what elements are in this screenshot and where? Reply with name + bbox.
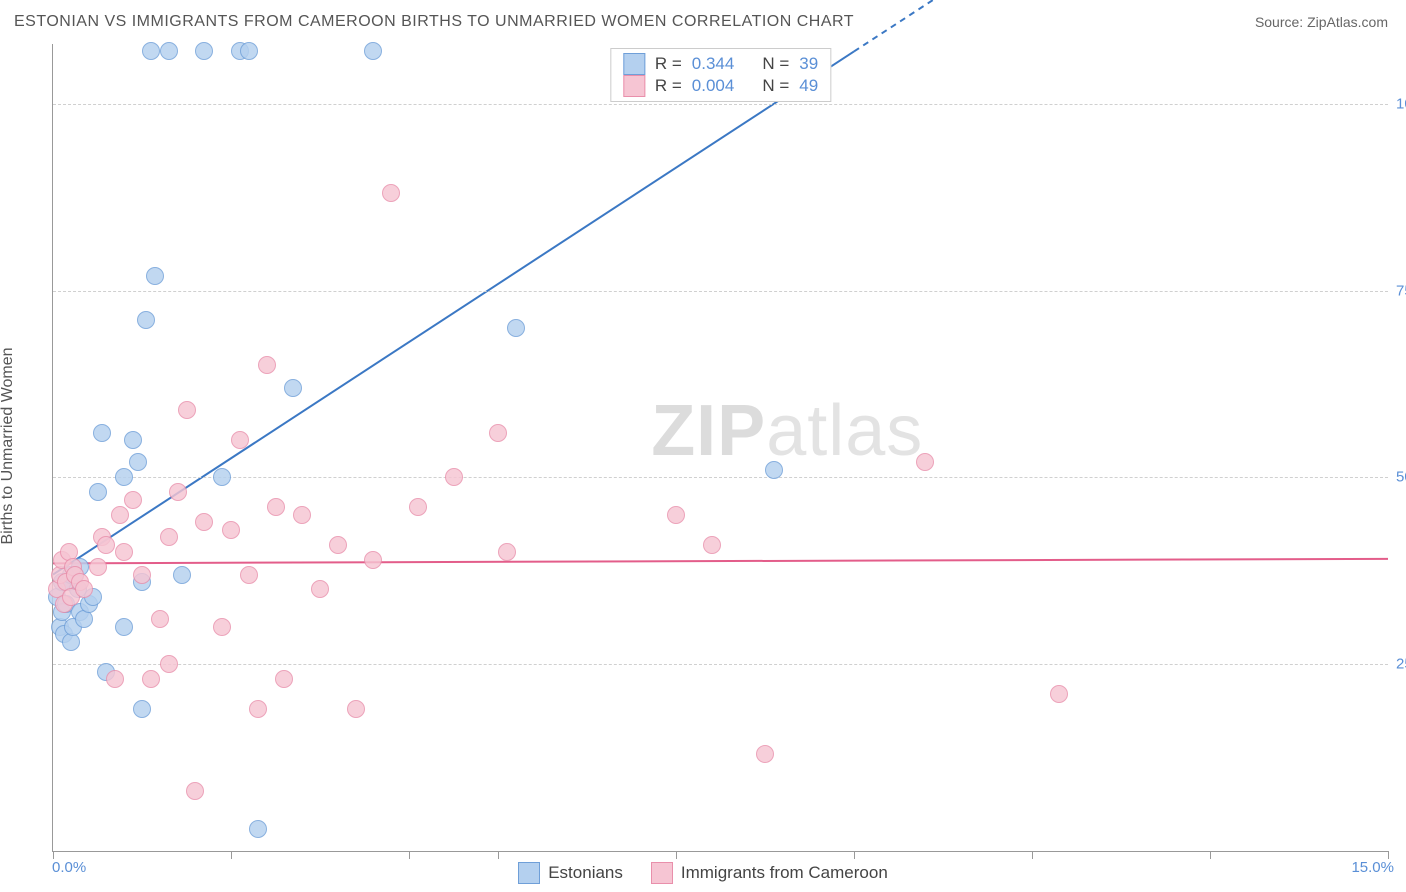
data-point-cameroon bbox=[409, 498, 427, 516]
data-point-cameroon bbox=[364, 551, 382, 569]
gridline-h bbox=[53, 664, 1388, 665]
data-point-estonians bbox=[93, 424, 111, 442]
x-tick bbox=[676, 851, 677, 859]
data-point-estonians bbox=[507, 319, 525, 337]
y-tick-label: 50.0% bbox=[1396, 469, 1406, 486]
data-point-cameroon bbox=[222, 521, 240, 539]
data-point-estonians bbox=[364, 42, 382, 60]
trendline-cameroon bbox=[53, 559, 1388, 563]
data-point-cameroon bbox=[195, 513, 213, 531]
data-point-estonians bbox=[89, 483, 107, 501]
data-point-estonians bbox=[160, 42, 178, 60]
data-point-cameroon bbox=[329, 536, 347, 554]
data-point-cameroon bbox=[186, 782, 204, 800]
data-point-cameroon bbox=[75, 580, 93, 598]
data-point-estonians bbox=[142, 42, 160, 60]
stats-row-estonians: R = 0.344 N = 39 bbox=[623, 53, 818, 75]
data-point-estonians bbox=[129, 453, 147, 471]
data-point-cameroon bbox=[231, 431, 249, 449]
scatter-plot: ZIPatlas R = 0.344 N = 39 R = 0.004 N = … bbox=[52, 44, 1388, 852]
data-point-cameroon bbox=[133, 566, 151, 584]
data-point-cameroon bbox=[311, 580, 329, 598]
x-tick bbox=[53, 851, 54, 859]
data-point-estonians bbox=[173, 566, 191, 584]
swatch-cameroon bbox=[623, 75, 645, 97]
data-point-estonians bbox=[249, 820, 267, 838]
x-tick bbox=[498, 851, 499, 859]
x-tick bbox=[1210, 851, 1211, 859]
data-point-estonians bbox=[115, 618, 133, 636]
y-axis-label: Births to Unmarried Women bbox=[0, 347, 17, 544]
data-point-cameroon bbox=[275, 670, 293, 688]
gridline-h bbox=[53, 104, 1388, 105]
data-point-cameroon bbox=[347, 700, 365, 718]
x-tick bbox=[231, 851, 232, 859]
gridline-h bbox=[53, 477, 1388, 478]
data-point-estonians bbox=[195, 42, 213, 60]
data-point-estonians bbox=[765, 461, 783, 479]
data-point-cameroon bbox=[498, 543, 516, 561]
data-point-cameroon bbox=[667, 506, 685, 524]
data-point-cameroon bbox=[267, 498, 285, 516]
data-point-cameroon bbox=[178, 401, 196, 419]
data-point-cameroon bbox=[160, 655, 178, 673]
data-point-cameroon bbox=[213, 618, 231, 636]
data-point-estonians bbox=[284, 379, 302, 397]
data-point-estonians bbox=[146, 267, 164, 285]
data-point-cameroon bbox=[240, 566, 258, 584]
swatch-estonians bbox=[518, 862, 540, 884]
y-tick-label: 25.0% bbox=[1396, 656, 1406, 673]
swatch-cameroon bbox=[651, 862, 673, 884]
data-point-estonians bbox=[133, 700, 151, 718]
data-point-cameroon bbox=[703, 536, 721, 554]
swatch-estonians bbox=[623, 53, 645, 75]
legend-item-estonians: Estonians bbox=[518, 862, 623, 884]
data-point-estonians bbox=[137, 311, 155, 329]
chart-title: ESTONIAN VS IMMIGRANTS FROM CAMEROON BIR… bbox=[14, 13, 854, 31]
data-point-cameroon bbox=[97, 536, 115, 554]
data-point-cameroon bbox=[445, 468, 463, 486]
gridline-h bbox=[53, 291, 1388, 292]
series-legend: Estonians Immigrants from Cameroon bbox=[0, 862, 1406, 884]
data-point-cameroon bbox=[111, 506, 129, 524]
data-point-cameroon bbox=[151, 610, 169, 628]
data-point-estonians bbox=[240, 42, 258, 60]
x-tick bbox=[1388, 851, 1389, 859]
data-point-estonians bbox=[124, 431, 142, 449]
x-tick bbox=[409, 851, 410, 859]
data-point-cameroon bbox=[382, 184, 400, 202]
data-point-cameroon bbox=[115, 543, 133, 561]
data-point-estonians bbox=[213, 468, 231, 486]
data-point-cameroon bbox=[293, 506, 311, 524]
data-point-cameroon bbox=[1050, 685, 1068, 703]
y-tick-label: 75.0% bbox=[1396, 282, 1406, 299]
data-point-cameroon bbox=[916, 453, 934, 471]
data-point-cameroon bbox=[124, 491, 142, 509]
data-point-cameroon bbox=[249, 700, 267, 718]
data-point-cameroon bbox=[142, 670, 160, 688]
stats-row-cameroon: R = 0.004 N = 49 bbox=[623, 75, 818, 97]
legend-item-cameroon: Immigrants from Cameroon bbox=[651, 862, 888, 884]
data-point-cameroon bbox=[160, 528, 178, 546]
data-point-cameroon bbox=[258, 356, 276, 374]
data-point-cameroon bbox=[489, 424, 507, 442]
data-point-cameroon bbox=[169, 483, 187, 501]
x-tick bbox=[854, 851, 855, 859]
source-attribution: Source: ZipAtlas.com bbox=[1255, 14, 1388, 30]
data-point-cameroon bbox=[89, 558, 107, 576]
data-point-cameroon bbox=[106, 670, 124, 688]
data-point-cameroon bbox=[756, 745, 774, 763]
trend-lines bbox=[53, 44, 1388, 851]
y-tick-label: 100.0% bbox=[1396, 95, 1406, 112]
data-point-estonians bbox=[115, 468, 133, 486]
stats-legend: R = 0.344 N = 39 R = 0.004 N = 49 bbox=[610, 48, 831, 102]
x-tick bbox=[1032, 851, 1033, 859]
